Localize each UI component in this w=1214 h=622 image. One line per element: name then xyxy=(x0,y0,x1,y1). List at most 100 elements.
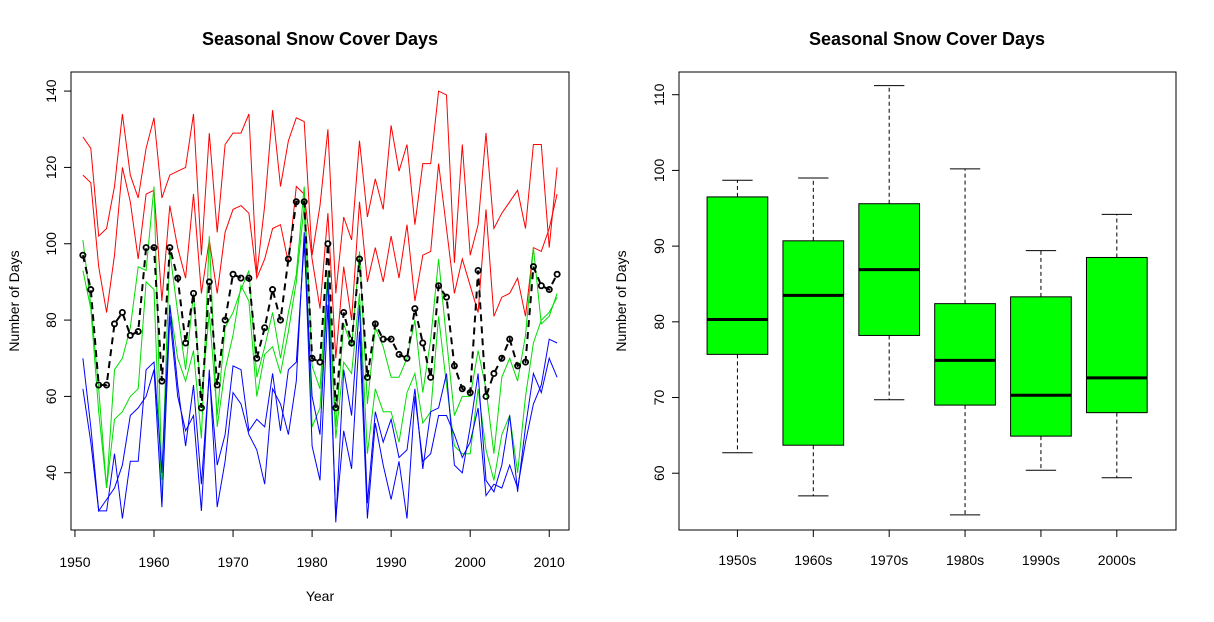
data-point xyxy=(411,305,419,313)
data-point xyxy=(498,354,506,362)
iqr-box xyxy=(706,196,769,355)
x-tick-label: 1960 xyxy=(138,554,169,570)
data-point xyxy=(300,198,308,206)
right-axes: 60 70 80 90 100 110 1950s 1960s 1970s 1980s 1990s 2… xyxy=(651,83,1136,568)
box-1990s xyxy=(1010,250,1072,471)
boxplot-panel: Seasonal Snow Cover Days Number of Days … xyxy=(613,29,1177,568)
data-point xyxy=(95,381,103,389)
data-point xyxy=(466,389,474,397)
y-tick-label: 80 xyxy=(651,314,667,330)
data-point xyxy=(427,373,435,381)
data-point xyxy=(284,255,292,263)
data-point xyxy=(150,244,158,252)
right-chart-title: Seasonal Snow Cover Days xyxy=(809,29,1045,49)
right-plot-frame xyxy=(678,71,1177,531)
data-point xyxy=(537,282,545,290)
data-point xyxy=(450,362,458,370)
data-point xyxy=(490,370,498,378)
y-tick-label: 120 xyxy=(43,156,59,180)
y-tick-label: 90 xyxy=(651,238,667,254)
x-tick-label: 1980s xyxy=(946,552,984,568)
data-point xyxy=(379,335,387,343)
series-line xyxy=(82,90,558,294)
box-1980s xyxy=(934,168,996,516)
data-point xyxy=(174,274,182,282)
data-point xyxy=(276,316,284,324)
box-group xyxy=(706,85,1148,516)
x-tick-label: 1990s xyxy=(1022,552,1060,568)
data-point xyxy=(403,354,411,362)
series-line xyxy=(81,200,558,408)
x-tick-label: 1960s xyxy=(794,552,832,568)
data-point xyxy=(253,354,261,362)
series-line xyxy=(82,243,558,523)
data-point xyxy=(506,335,514,343)
iqr-box xyxy=(1010,296,1072,437)
y-tick-label: 40 xyxy=(43,465,59,481)
data-point xyxy=(126,331,134,339)
y-tick-label: 60 xyxy=(651,465,667,481)
data-point xyxy=(522,358,530,366)
iqr-box xyxy=(934,303,996,406)
x-tick-label: 1950 xyxy=(59,554,90,570)
data-point xyxy=(118,308,126,316)
x-tick-label: 2000 xyxy=(455,554,486,570)
data-point xyxy=(514,362,522,370)
data-point xyxy=(261,324,269,332)
y-tick-label: 100 xyxy=(43,232,59,256)
data-point xyxy=(356,255,364,263)
left-plot-frame xyxy=(70,71,570,531)
box-2000s xyxy=(1085,213,1148,479)
data-point xyxy=(395,350,403,358)
x-tick-label: 1970s xyxy=(870,552,908,568)
x-tick-label: 2010 xyxy=(534,554,565,570)
y-tick-label: 100 xyxy=(651,159,667,183)
data-point xyxy=(553,270,561,278)
data-point xyxy=(79,251,87,259)
data-point xyxy=(324,240,332,248)
data-point xyxy=(529,263,537,271)
data-point xyxy=(340,308,348,316)
data-point xyxy=(237,274,245,282)
box-1970s xyxy=(858,85,921,401)
data-point xyxy=(197,404,205,412)
left-axes: 1950 1960 1970 1980 1990 2000 2010 40 60 80 100 120… xyxy=(43,79,565,570)
left-y-axis-label: Number of Days xyxy=(6,250,22,351)
data-point xyxy=(103,381,111,389)
data-point xyxy=(482,392,490,400)
y-tick-label: 70 xyxy=(651,390,667,406)
series-group xyxy=(79,90,561,523)
iqr-box xyxy=(782,240,845,446)
data-point xyxy=(110,320,118,328)
series-line xyxy=(82,163,558,359)
data-point xyxy=(442,293,450,301)
y-tick-label: 140 xyxy=(43,79,59,103)
series-line xyxy=(82,186,558,489)
data-point xyxy=(213,381,221,389)
data-point xyxy=(435,282,443,290)
right-y-axis-label: Number of Days xyxy=(613,250,629,351)
data-point xyxy=(221,316,229,324)
x-tick-label: 1970 xyxy=(217,554,248,570)
box-1950s xyxy=(706,179,769,454)
data-point xyxy=(363,373,371,381)
data-point xyxy=(142,244,150,252)
data-point xyxy=(387,335,395,343)
data-point xyxy=(545,286,553,294)
data-point xyxy=(182,339,190,347)
data-point xyxy=(229,270,237,278)
data-point xyxy=(245,274,253,282)
x-tick-label: 2000s xyxy=(1098,552,1136,568)
data-point xyxy=(158,377,166,385)
data-point xyxy=(371,320,379,328)
iqr-box xyxy=(1085,256,1148,414)
data-point xyxy=(87,286,95,294)
data-point xyxy=(166,244,174,252)
left-chart-title: Seasonal Snow Cover Days xyxy=(202,29,438,49)
data-point xyxy=(292,198,300,206)
data-point xyxy=(419,339,427,347)
x-tick-label: 1950s xyxy=(718,552,756,568)
x-tick-label: 1990 xyxy=(376,554,407,570)
data-point xyxy=(269,286,277,294)
